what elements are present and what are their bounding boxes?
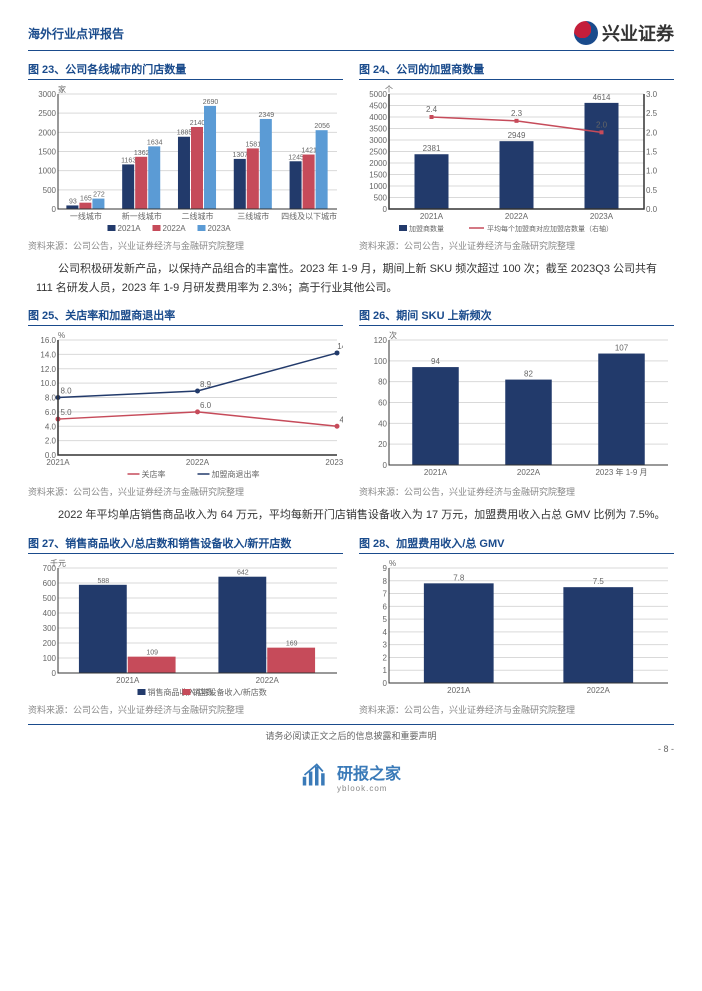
chart-24-canvas (359, 82, 674, 237)
chart-25-canvas (28, 328, 343, 483)
chart-row-2: 图 25、关店率和加盟商退出率 资料来源：公司公告，兴业证券经济与金融研究院整理… (28, 307, 674, 498)
chart-28-title: 图 28、加盟费用收入/总 GMV (359, 535, 674, 554)
report-type: 海外行业点评报告 (28, 25, 124, 42)
chart-25-box: 图 25、关店率和加盟商退出率 资料来源：公司公告，兴业证券经济与金融研究院整理 (28, 307, 343, 498)
chart-27-title: 图 27、销售商品收入/总店数和销售设备收入/新开店数 (28, 535, 343, 554)
logo-icon (574, 21, 598, 45)
chart-27-canvas (28, 556, 343, 701)
watermark-text-block: 研报之家 yblook.com (337, 760, 401, 793)
chart-25-title: 图 25、关店率和加盟商退出率 (28, 307, 343, 326)
chart-28-canvas (359, 556, 674, 701)
chart-23-canvas (28, 82, 343, 237)
chart-26-title: 图 26、期间 SKU 上新频次 (359, 307, 674, 326)
page: 海外行业点评报告 兴业证券 图 23、公司各线城市的门店数量 资料来源：公司公告… (0, 0, 702, 803)
chart-26-canvas (359, 328, 674, 483)
page-header: 海外行业点评报告 兴业证券 (28, 20, 674, 51)
chart-24-title: 图 24、公司的加盟商数量 (359, 61, 674, 80)
chart-26-box: 图 26、期间 SKU 上新频次 资料来源：公司公告，兴业证券经济与金融研究院整… (359, 307, 674, 498)
chart-25-source: 资料来源：公司公告，兴业证券经济与金融研究院整理 (28, 485, 343, 498)
chart-27-source: 资料来源：公司公告，兴业证券经济与金融研究院整理 (28, 703, 343, 716)
body-text-2: 2022 年平均单店销售商品收入为 64 万元，平均每新开门店销售设备收入为 1… (28, 506, 674, 525)
footer-disclaimer: 请务必阅读正文之后的信息披露和重要声明 (28, 724, 674, 742)
watermark-sub: yblook.com (337, 784, 401, 793)
chart-28-box: 图 28、加盟费用收入/总 GMV 资料来源：公司公告，兴业证券经济与金融研究院… (359, 535, 674, 716)
page-number: - 8 - (28, 744, 674, 754)
chart-24-box: 图 24、公司的加盟商数量 资料来源：公司公告，兴业证券经济与金融研究院整理 (359, 61, 674, 252)
body-text-1: 公司积极研发新产品，以保持产品组合的丰富性。2023 年 1-9 月，期间上新 … (28, 260, 674, 297)
watermark-name: 研报之家 (337, 760, 401, 784)
chart-23-box: 图 23、公司各线城市的门店数量 资料来源：公司公告，兴业证券经济与金融研究院整… (28, 61, 343, 252)
chart-27-box: 图 27、销售商品收入/总店数和销售设备收入/新开店数 资料来源：公司公告，兴业… (28, 535, 343, 716)
chart-row-3: 图 27、销售商品收入/总店数和销售设备收入/新开店数 资料来源：公司公告，兴业… (28, 535, 674, 716)
chart-26-source: 资料来源：公司公告，兴业证券经济与金融研究院整理 (359, 485, 674, 498)
chart-28-source: 资料来源：公司公告，兴业证券经济与金融研究院整理 (359, 703, 674, 716)
chart-23-source: 资料来源：公司公告，兴业证券经济与金融研究院整理 (28, 239, 343, 252)
logo-text: 兴业证券 (602, 20, 674, 46)
chart-24-source: 资料来源：公司公告，兴业证券经济与金融研究院整理 (359, 239, 674, 252)
chart-row-1: 图 23、公司各线城市的门店数量 资料来源：公司公告，兴业证券经济与金融研究院整… (28, 61, 674, 252)
watermark-icon (301, 761, 329, 792)
chart-23-title: 图 23、公司各线城市的门店数量 (28, 61, 343, 80)
company-logo: 兴业证券 (574, 20, 674, 46)
watermark: 研报之家 yblook.com (28, 760, 674, 793)
